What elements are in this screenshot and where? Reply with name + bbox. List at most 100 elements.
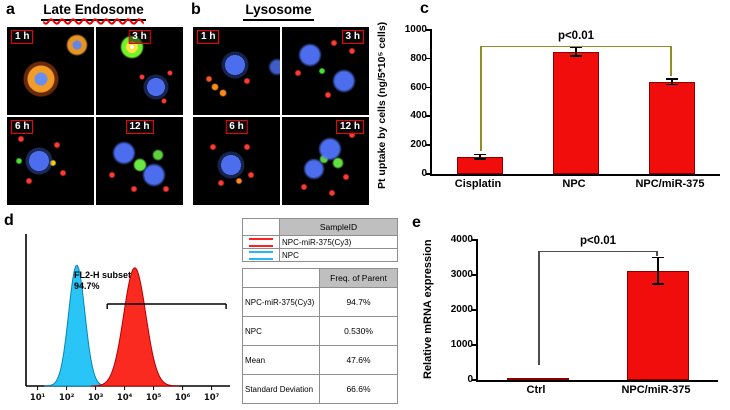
significance-bracket	[538, 250, 540, 365]
panel-a-title-text: Late Endosome	[43, 2, 144, 17]
panel-e-bar-chart: e Relative mRNA expression 0 1000 2000 3000…	[412, 212, 728, 410]
panel-b-title: Lysosome	[187, 2, 370, 21]
flow-histogram: 10¹ 10² 10³ 10⁴ 10⁵ 10⁶ 10⁷	[25, 234, 230, 403]
x-category-label: NPC	[562, 178, 586, 190]
panel-b-micrograph-grid: 1 h 3 h 6 h 12 h	[193, 27, 369, 205]
y-tick-mark	[426, 29, 432, 31]
y-tick-label: 0	[421, 168, 427, 179]
y-tick-label: 4000	[450, 234, 473, 245]
micrograph-late-endosome-1h: 1 h	[7, 27, 94, 115]
freq-of-parent-table: Freq. of Parent NPC-miR-375(Cy3) 94.7% NPC…	[242, 268, 398, 404]
panel-b-label: b	[191, 1, 201, 18]
stat-value: 47.6%	[319, 345, 398, 375]
gate-annotation: FL2-H subset 94.7%	[74, 270, 131, 292]
data-bar	[649, 81, 695, 174]
sample-id-table: SampleID NPC-miR-375(Cy3) NPC	[242, 218, 398, 262]
error-bar-cap	[570, 55, 582, 57]
panel-e-x-labels: Ctrl NPC/miR-375	[476, 384, 716, 400]
x-tick-label: 10⁶	[175, 393, 191, 403]
y-tick-label: 200	[410, 139, 427, 151]
series-color-swatch	[249, 250, 273, 260]
significance-bracket	[670, 45, 672, 77]
micrograph-lysosome-3h: 3 h	[282, 27, 369, 115]
panel-c-plot-area: 0 200 400 600 800 1000 p<0.01	[405, 24, 720, 179]
micrograph-lysosome-1h: 1 h	[193, 27, 280, 115]
error-bar	[671, 78, 673, 85]
legend-row: NPC-miR-375(Cy3)	[242, 235, 398, 249]
y-tick-mark	[426, 173, 432, 175]
legend-swatch-cell	[242, 248, 280, 262]
error-bar-cap	[666, 83, 678, 86]
stat-label: NPC-miR-375(Cy3)	[242, 287, 320, 317]
time-label: 3 h	[128, 30, 151, 44]
stats-row: NPC-miR-375(Cy3) 94.7%	[242, 287, 398, 317]
y-tick-mark	[426, 57, 432, 60]
y-tick-label: 800	[410, 52, 427, 64]
panel-b: b Lysosome 1 h 3 h 6 h 12 h	[187, 0, 370, 208]
panel-a-title: Late Endosome	[2, 2, 185, 21]
stat-label: Mean	[242, 345, 320, 375]
legend-label: NPC-miR-375(Cy3)	[279, 235, 398, 249]
histogram-peak	[90, 267, 179, 387]
x-category-label: Ctrl	[526, 384, 546, 396]
y-tick-mark	[426, 144, 432, 146]
data-bar	[553, 51, 599, 174]
stats-row: NPC 0.530%	[242, 316, 398, 346]
y-tick-mark	[472, 379, 478, 381]
panel-c-x-labels: Cisplatin NPC NPC/miR-375	[430, 178, 718, 194]
panel-d-tables: SampleID NPC-miR-375(Cy3) NPC Freq. of Pa…	[242, 218, 398, 404]
time-label: 6 h	[225, 120, 248, 134]
p-value-annotation: p<0.01	[557, 29, 595, 42]
legend-header-row: SampleID	[242, 218, 398, 236]
significance-bracket	[538, 250, 658, 253]
significance-bracket	[480, 45, 482, 151]
error-bar-cap	[474, 158, 486, 160]
stat-value: 66.6%	[319, 374, 398, 404]
x-tick-label: 10³	[88, 393, 104, 403]
legend-label: NPC	[279, 248, 398, 262]
panel-b-title-text: Lysosome	[243, 2, 314, 21]
micrograph-lysosome-6h: 6 h	[193, 117, 280, 205]
x-category-label: Cisplatin	[454, 178, 502, 190]
x-tick-label: 10¹	[30, 393, 46, 403]
y-tick-mark	[472, 274, 478, 276]
y-tick-label: 2000	[450, 304, 473, 315]
stat-value: 94.7%	[319, 287, 398, 317]
x-tick-label: 10⁵	[146, 393, 162, 403]
x-tick-label: 10⁴	[117, 393, 133, 403]
legend-row: NPC	[242, 248, 398, 262]
y-tick-mark	[472, 344, 478, 346]
error-bar	[479, 154, 481, 159]
stat-value: 0.530%	[319, 316, 398, 346]
data-bar	[507, 378, 569, 380]
panel-c-label: c	[420, 0, 429, 17]
panel-e-y-axis-label: Relative mRNA expression	[422, 239, 434, 379]
panel-d-flow-cytometry: d 10¹ 10² 10³ 10⁴ 10⁵ 10⁶ 10⁷ FL2-H subset 94.…	[2, 212, 240, 410]
time-label: 12 h	[335, 120, 364, 134]
panel-a-micrograph-grid: 1 h 3 h 6 h 12 h	[7, 27, 183, 205]
y-tick-mark	[472, 309, 478, 311]
micrograph-lysosome-12h: 12 h	[282, 117, 369, 205]
y-tick-mark	[426, 86, 432, 89]
stats-header-empty-cell	[242, 268, 320, 288]
error-bar	[575, 47, 577, 56]
time-label: 12 h	[125, 120, 154, 134]
panel-a-label: a	[6, 1, 15, 18]
stats-header: Freq. of Parent	[319, 268, 398, 288]
gate-annotation-line2: 94.7%	[74, 281, 100, 291]
y-tick-label: 3000	[450, 269, 473, 280]
series-color-swatch	[249, 237, 273, 247]
panel-c-y-axis-label: Pt uptake by cells (ng/5*10⁵ cells)	[376, 21, 388, 189]
x-category-label: NPC/miR-375	[635, 178, 705, 190]
y-tick-label: 400	[410, 110, 427, 122]
legend-swatch-cell	[242, 235, 280, 249]
gate-annotation-line1: FL2-H subset	[74, 270, 132, 280]
error-bar-cap	[652, 256, 664, 259]
panel-c-bar-chart: c Pt uptake by cells (ng/5*10⁵ cells) 0 2…	[372, 0, 728, 210]
error-bar-cap	[666, 78, 678, 80]
y-tick-mark	[472, 239, 478, 241]
time-label: 3 h	[341, 30, 364, 44]
error-bar-cap	[652, 283, 664, 285]
panel-d-label: d	[4, 212, 14, 229]
histogram-peak	[44, 264, 110, 387]
